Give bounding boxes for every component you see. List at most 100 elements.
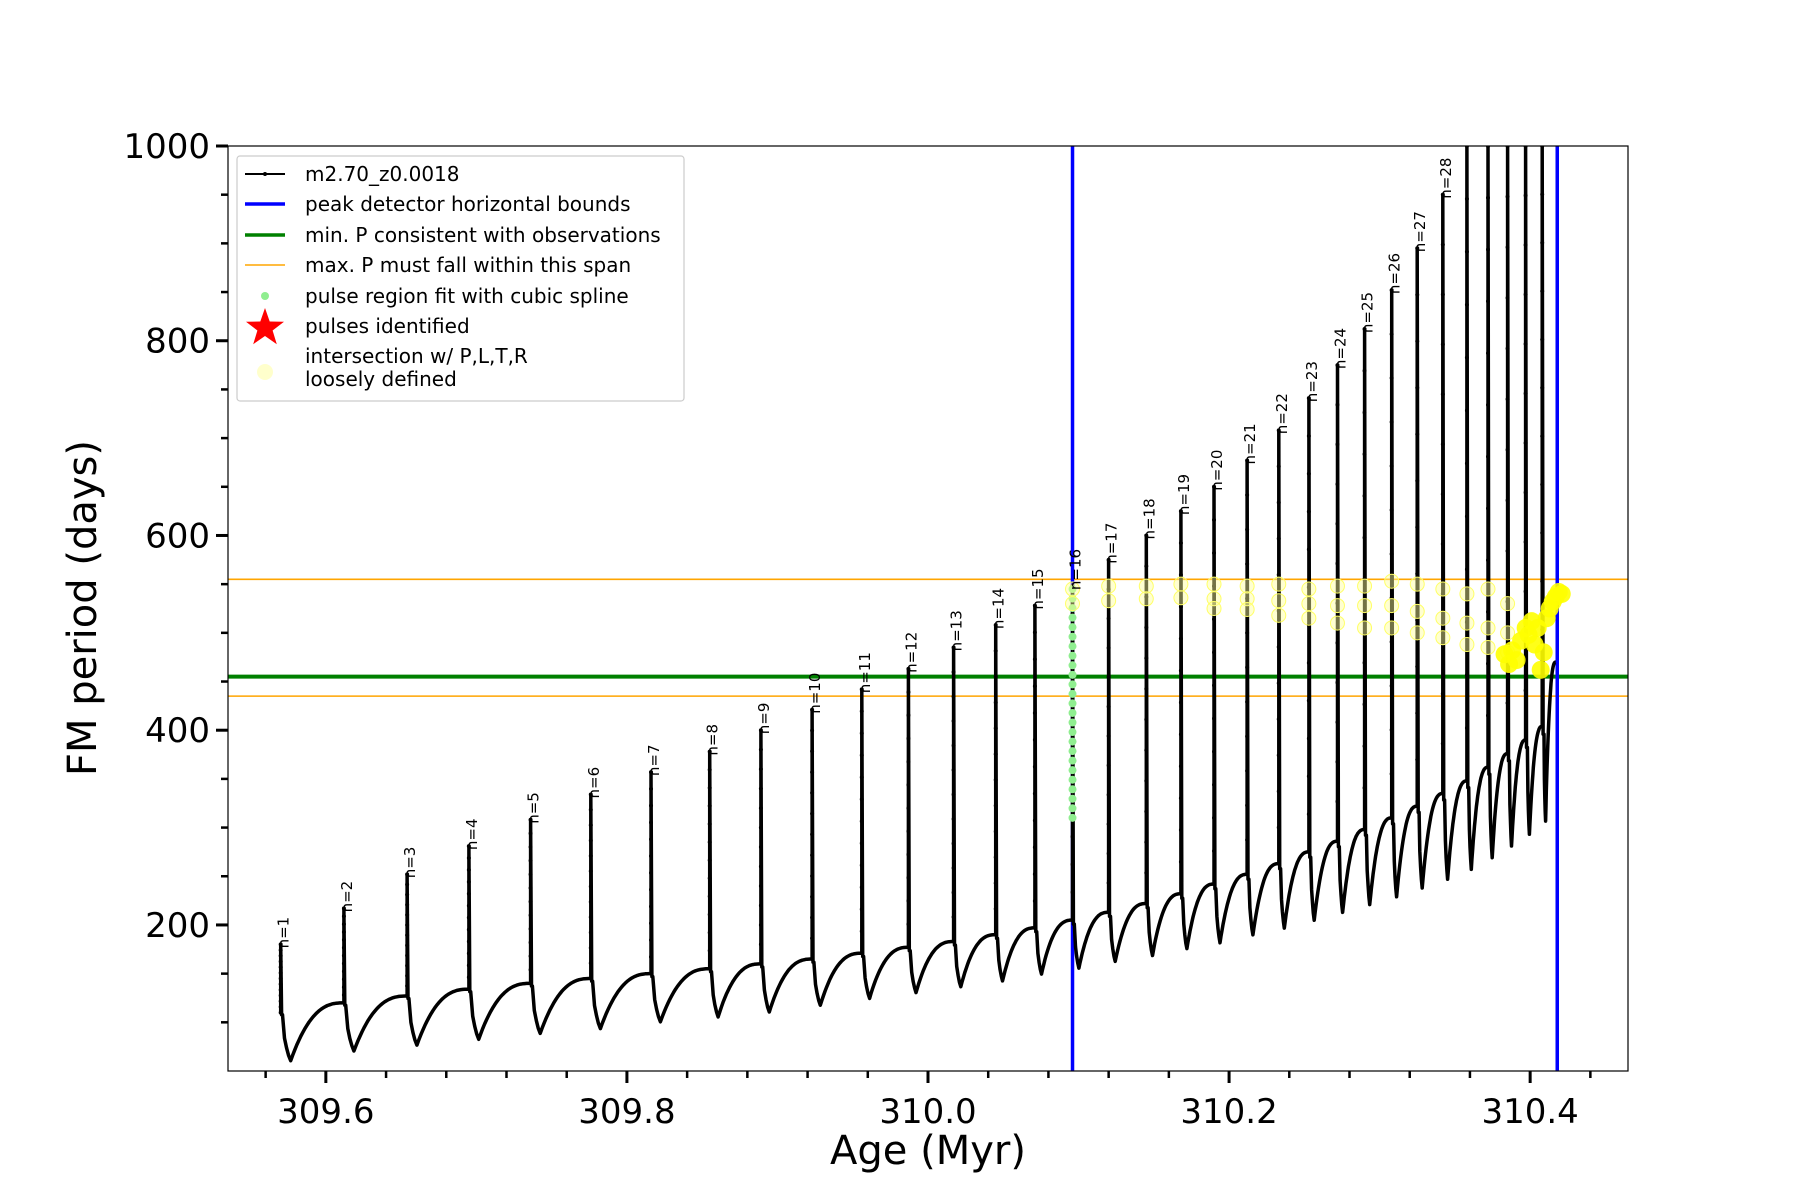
track-point-31-7 [1505,397,1510,402]
intersection-point-37 [1459,615,1475,631]
y-axis-label: FM period (days) [60,440,106,776]
track-point-5-2 [528,954,533,959]
track-point-22-3 [1276,753,1281,758]
track-point-14-10 [993,674,998,679]
intersection-point-17 [1271,607,1287,623]
intersection-point-39 [1480,581,1496,597]
x-tick-label-3: 310.0 [879,1092,976,1132]
track-point-3-5 [405,943,410,948]
track-point-33-7 [1540,385,1545,390]
track-point-26-6 [1389,551,1394,556]
track-point-32-10 [1523,242,1528,247]
track-point-9-9 [758,786,763,791]
pulse-label-21: n=21 [1241,423,1259,464]
track-point-31-10 [1505,245,1510,250]
track-point-15-2 [1032,872,1037,877]
track-point-3-11 [405,882,410,887]
y-tick-label-1: 200 [145,906,210,946]
track-point-17-12 [1106,557,1111,562]
spline-point-0 [1068,813,1077,822]
track-point-21-3 [1245,768,1250,773]
track-point-24-4 [1335,680,1340,685]
track-point-9-0 [758,961,763,966]
track-point-17-2 [1106,851,1111,856]
track-point-29-4 [1464,567,1469,572]
track-point-26-3 [1389,683,1394,688]
pulse-label-15: n=15 [1029,568,1047,609]
track-cycle-24 [1335,363,1366,915]
track-point-23-2 [1306,774,1311,779]
track-cycle-11 [860,687,909,1001]
intersection-point-33 [1435,581,1451,597]
intersection-point-40 [1480,620,1496,636]
intersection-point-41 [1480,639,1496,655]
legend-marker-track-dot [263,172,267,176]
legend-label-1: m2.70_z0.0018 [305,162,460,186]
track-point-23-11 [1306,433,1311,438]
track-point-25-4 [1362,660,1367,665]
track-point-28-12 [1440,192,1445,197]
track-cycle-33 [1540,146,1558,823]
track-point-28-2 [1440,691,1445,696]
pulse-label-28: n=28 [1437,158,1455,199]
track-point-9-1 [758,942,763,947]
pulse-label-20: n=20 [1208,450,1226,491]
track-point-1-4 [278,987,283,992]
track-point-5-10 [528,845,533,850]
track-point-31-11 [1505,194,1510,199]
axes-layer: 309.6 309.8 310.0 310.2 310.4 200 400 600 800 100… [123,127,1592,1132]
intersection-point-23 [1329,615,1345,631]
x-tick-label-4: 310.2 [1180,1092,1277,1132]
track-point-5-5 [528,913,533,918]
track-point-32-6 [1523,440,1528,445]
intersection-strong-point-12 [1534,643,1553,662]
track-point-30-7 [1486,402,1490,407]
intersection-point-36 [1459,586,1475,602]
track-point-22-7 [1276,608,1281,613]
track-point-30-5 [1486,506,1490,511]
track-point-18-4 [1144,778,1149,783]
track-cycle-9 [759,728,813,1014]
track-point-5-12 [528,817,533,822]
track-point-24-12 [1335,363,1340,368]
track-point-23-8 [1306,547,1311,552]
track-point-1-6 [278,976,283,981]
track-point-25-1 [1362,785,1367,790]
intersection-point-31 [1409,603,1425,619]
track-point-19-10 [1178,572,1183,577]
track-point-18-0 [1144,901,1149,906]
track-point-28-7 [1440,442,1445,447]
track-point-2-5 [341,961,346,966]
track-point-30-4 [1486,558,1490,563]
track-point-12-1 [906,922,911,927]
track-point-2-3 [341,977,346,982]
legend-label-4: max. P must fall within this span [305,253,631,277]
y-tick-label-2: 400 [145,711,210,751]
track-cycle-15 [1033,603,1074,976]
track-point-32-0 [1523,737,1528,742]
spline-point-17 [1068,651,1077,660]
track-point-4-4 [466,939,471,944]
track-point-27-8 [1415,432,1420,437]
track-point-8-8 [707,822,712,827]
track-point-19-6 [1178,700,1183,705]
track-cycle-2 [342,906,408,1053]
track-point-28-11 [1440,242,1445,247]
track-point-7-10 [649,803,654,808]
intersection-point-11 [1206,601,1222,616]
track-point-33-5 [1540,482,1545,487]
track-point-1-1 [278,1004,283,1009]
track-point-29-9 [1464,302,1469,307]
track-point-26-10 [1389,376,1394,381]
track-point-30-8 [1486,351,1490,356]
track-point-2-12 [341,906,346,911]
track-point-20-9 [1212,584,1217,589]
track-point-20-4 [1212,749,1217,754]
track-cycle-28 [1441,192,1468,881]
intersections-layer [1065,573,1571,679]
track-point-9-5 [758,864,763,869]
track-point-28-10 [1440,292,1445,297]
track-cycle-18 [1144,533,1182,958]
track-cycle-32 [1523,146,1544,837]
